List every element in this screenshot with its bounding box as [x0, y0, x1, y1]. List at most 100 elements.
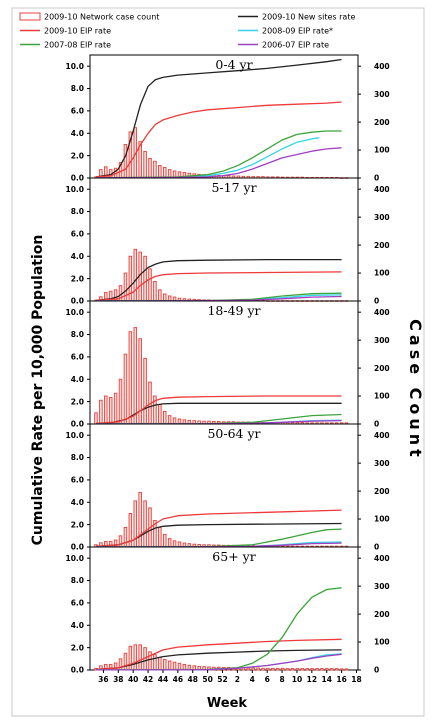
case-count-bar: [124, 527, 127, 547]
case-count-bar: [281, 668, 284, 670]
case-count-bar: [291, 669, 294, 670]
case-count-bar: [257, 668, 260, 670]
y-right-tick-label: 400: [374, 185, 390, 194]
y-right-tick-label: 100: [374, 392, 390, 401]
case-count-bar: [163, 411, 166, 424]
y-right-tick-label: 400: [374, 554, 390, 563]
y-left-tick-label: 2.0: [71, 520, 84, 529]
y-right-tick-label: 300: [374, 582, 390, 591]
y-right-tick-label: 300: [374, 459, 390, 468]
case-count-bar: [124, 273, 127, 301]
legend-label-3: 2008-09 EIP rate*: [262, 27, 333, 36]
x-tick-label: 16: [336, 675, 346, 684]
case-count-bar: [109, 664, 112, 670]
case-count-bar: [124, 144, 127, 178]
case-count-bar: [119, 379, 122, 424]
y-left-tick-label: 2.0: [71, 274, 84, 283]
y-left-tick-label: 4.0: [71, 375, 84, 384]
y-right-tick-label: 300: [374, 213, 390, 222]
case-count-bar: [144, 358, 147, 424]
y-right-tick-label: 0: [374, 543, 379, 552]
y-left-tick-label: 10.0: [65, 62, 84, 71]
x-tick-label: 18: [351, 675, 361, 684]
x-tick-label: 12: [307, 675, 317, 684]
case-count-bar: [129, 646, 132, 670]
y-axis-title-left: Cumulative Rate per 10,000 Population: [30, 235, 46, 546]
case-count-bar: [114, 663, 117, 670]
case-count-bar: [321, 669, 324, 670]
case-count-bar: [159, 657, 162, 670]
legend-swatch-0: [20, 13, 40, 20]
y-left-tick-label: 8.0: [71, 330, 84, 339]
case-count-bar: [306, 669, 309, 670]
case-count-bar: [301, 669, 304, 670]
panel-title: 5-17 yr: [211, 180, 256, 195]
case-count-bar: [134, 249, 137, 301]
y-left-tick-label: 10.0: [65, 185, 84, 194]
y-right-tick-label: 300: [374, 336, 390, 345]
x-tick-label: 46: [173, 675, 183, 684]
x-tick-label: 2: [235, 675, 240, 684]
y-right-tick-label: 200: [374, 610, 390, 619]
x-tick-label: 42: [143, 675, 153, 684]
case-count-bar: [129, 332, 132, 424]
y-left-tick-label: 2.0: [71, 151, 84, 160]
case-count-bar: [124, 354, 127, 424]
x-tick-label: 10: [292, 675, 302, 684]
y-right-tick-label: 100: [374, 146, 390, 155]
x-tick-label: 52: [217, 675, 227, 684]
panel-title: 65+ yr: [212, 549, 255, 564]
y-left-tick-label: 4.0: [71, 252, 84, 261]
case-count-bar: [168, 539, 171, 547]
legend-label-1: 2009-10 New sites rate: [262, 13, 355, 22]
case-count-bar: [168, 661, 171, 670]
x-tick-label: 36: [98, 675, 108, 684]
case-count-bar: [159, 527, 162, 547]
y-right-tick-label: 0: [374, 666, 379, 675]
y-right-tick-label: 100: [374, 515, 390, 524]
y-left-tick-label: 0.0: [71, 543, 84, 552]
legend-label-0: 2009-10 Network case count: [44, 13, 159, 22]
case-count-bar: [316, 669, 319, 670]
case-count-bar: [267, 668, 270, 670]
panel-title: 0-4 yr: [215, 57, 252, 72]
y-left-tick-label: 8.0: [71, 576, 84, 585]
case-count-bar: [340, 669, 343, 670]
case-count-bar: [286, 669, 289, 670]
case-count-bar: [149, 158, 152, 178]
y-right-tick-label: 100: [374, 269, 390, 278]
case-count-bar: [159, 290, 162, 301]
y-left-tick-label: 10.0: [65, 431, 84, 440]
panel-title: 18-49 yr: [207, 303, 260, 318]
y-right-tick-label: 200: [374, 241, 390, 250]
case-count-bar: [149, 269, 152, 301]
y-left-tick-label: 4.0: [71, 498, 84, 507]
case-count-bar: [272, 668, 275, 670]
case-count-bar: [134, 328, 137, 424]
y-right-tick-label: 200: [374, 487, 390, 496]
y-left-tick-label: 0.0: [71, 174, 84, 183]
y-axis-title-right: Case Count: [406, 319, 425, 461]
case-count-bar: [345, 669, 348, 670]
y-left-tick-label: 6.0: [71, 599, 84, 608]
y-right-tick-label: 0: [374, 420, 379, 429]
case-count-bar: [159, 404, 162, 424]
x-tick-label: 8: [279, 675, 284, 684]
case-count-bar: [154, 655, 157, 670]
y-left-tick-label: 4.0: [71, 129, 84, 138]
y-left-tick-label: 2.0: [71, 397, 84, 406]
case-count-bar: [163, 659, 166, 670]
y-right-tick-label: 200: [374, 364, 390, 373]
y-right-tick-label: 400: [374, 431, 390, 440]
y-left-tick-label: 10.0: [65, 308, 84, 317]
y-left-tick-label: 8.0: [71, 207, 84, 216]
y-left-tick-label: 2.0: [71, 643, 84, 652]
legend-label-4: 2007-08 EIP rate: [44, 41, 111, 50]
y-left-tick-label: 6.0: [71, 107, 84, 116]
case-count-bar: [144, 501, 147, 547]
y-right-tick-label: 0: [374, 297, 379, 306]
case-count-bar: [114, 393, 117, 424]
case-count-bar: [252, 668, 255, 670]
y-right-tick-label: 0: [374, 174, 379, 183]
